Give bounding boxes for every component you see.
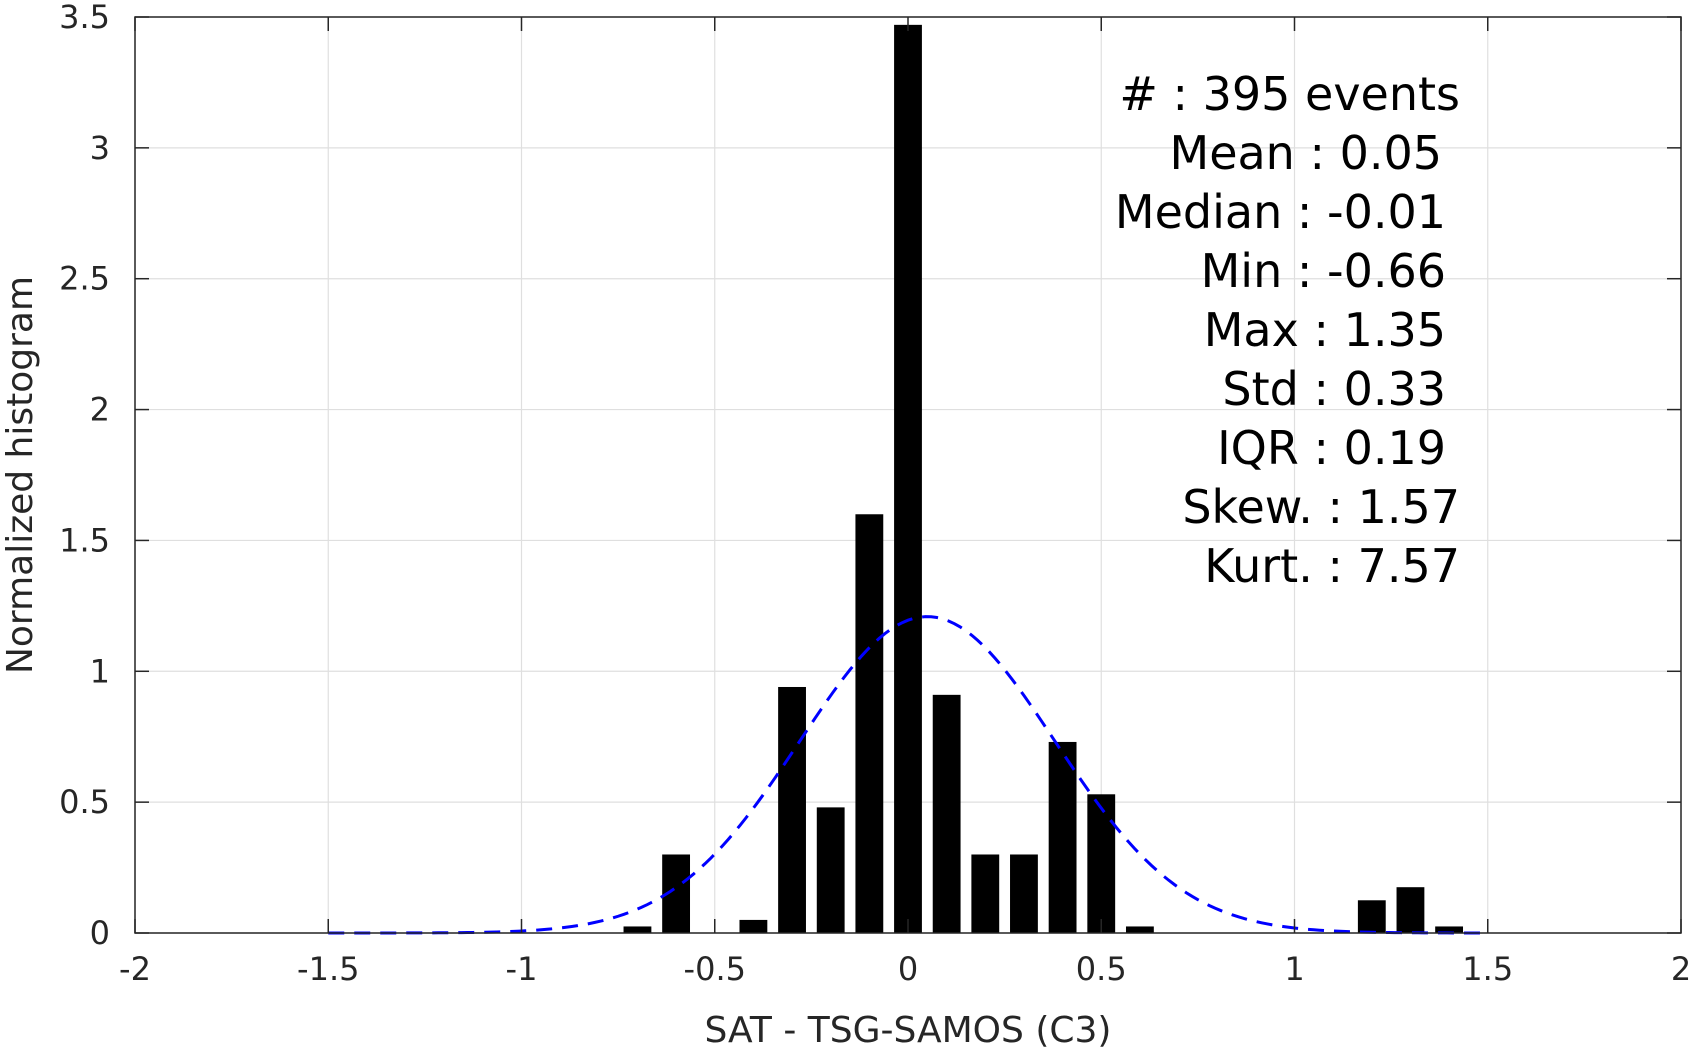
histogram-bar xyxy=(739,919,768,933)
axis-ticks xyxy=(134,16,1682,934)
x-tick-label: 0 xyxy=(898,950,918,988)
histogram-bar xyxy=(1087,794,1116,933)
x-tick-label: -1.5 xyxy=(297,950,359,988)
y-tick-label: 2.5 xyxy=(59,260,110,298)
x-tick-label: -1 xyxy=(506,950,538,988)
x-tick-label: -0.5 xyxy=(684,950,746,988)
y-axis-label: Normalized histogram xyxy=(0,276,41,674)
y-tick-label: 0.5 xyxy=(59,783,110,821)
stats-line: # : 395 events xyxy=(1119,67,1460,121)
histogram-bar xyxy=(1010,854,1038,933)
histogram-bar xyxy=(1396,887,1425,933)
x-tick-label: 2 xyxy=(1671,950,1691,988)
y-tick-label: 0 xyxy=(90,914,110,952)
histogram-bar xyxy=(971,854,1000,933)
histogram-bar xyxy=(1125,926,1154,933)
histogram-bar xyxy=(855,514,884,933)
histogram-bar xyxy=(1357,900,1386,933)
x-tick-label: -2 xyxy=(119,950,151,988)
x-tick-label: 1.5 xyxy=(1462,950,1513,988)
y-tick-label: 1.5 xyxy=(59,521,110,559)
histogram-bar xyxy=(816,807,845,933)
stats-line: IQR : 0.19 xyxy=(1217,421,1446,475)
y-tick-labels: 0 0.5 1 1.5 2 2.5 3 3.5 xyxy=(59,0,110,952)
histogram-bar xyxy=(1048,741,1077,933)
y-tick-label: 1 xyxy=(90,652,110,690)
y-tick-label: 2 xyxy=(90,391,110,429)
stats-line: Kurt. : 7.57 xyxy=(1204,539,1460,593)
histogram-bar xyxy=(932,694,961,933)
stats-line: Std : 0.33 xyxy=(1222,362,1446,416)
histogram-bars xyxy=(623,24,1464,933)
x-tick-labels: -2 -1.5 -1 -0.5 0 0.5 1 1.5 2 xyxy=(119,950,1691,988)
stats-line: Skew. : 1.57 xyxy=(1182,480,1460,534)
y-tick-label: 3 xyxy=(90,129,110,167)
y-tick-label: 3.5 xyxy=(59,0,110,36)
histogram-bar xyxy=(778,686,806,933)
stats-line: Mean : 0.05 xyxy=(1170,126,1443,180)
histogram-bar xyxy=(894,24,922,933)
x-tick-label: 0.5 xyxy=(1076,950,1127,988)
histogram-bar xyxy=(623,926,652,933)
stats-line: Median : -0.01 xyxy=(1115,185,1446,239)
stats-line: Max : 1.35 xyxy=(1204,303,1446,357)
stats-line: Min : -0.66 xyxy=(1201,244,1446,298)
x-tick-label: 1 xyxy=(1284,950,1304,988)
x-axis-label: SAT - TSG-SAMOS (C3) xyxy=(705,1010,1112,1051)
histogram-bar xyxy=(1435,926,1464,933)
